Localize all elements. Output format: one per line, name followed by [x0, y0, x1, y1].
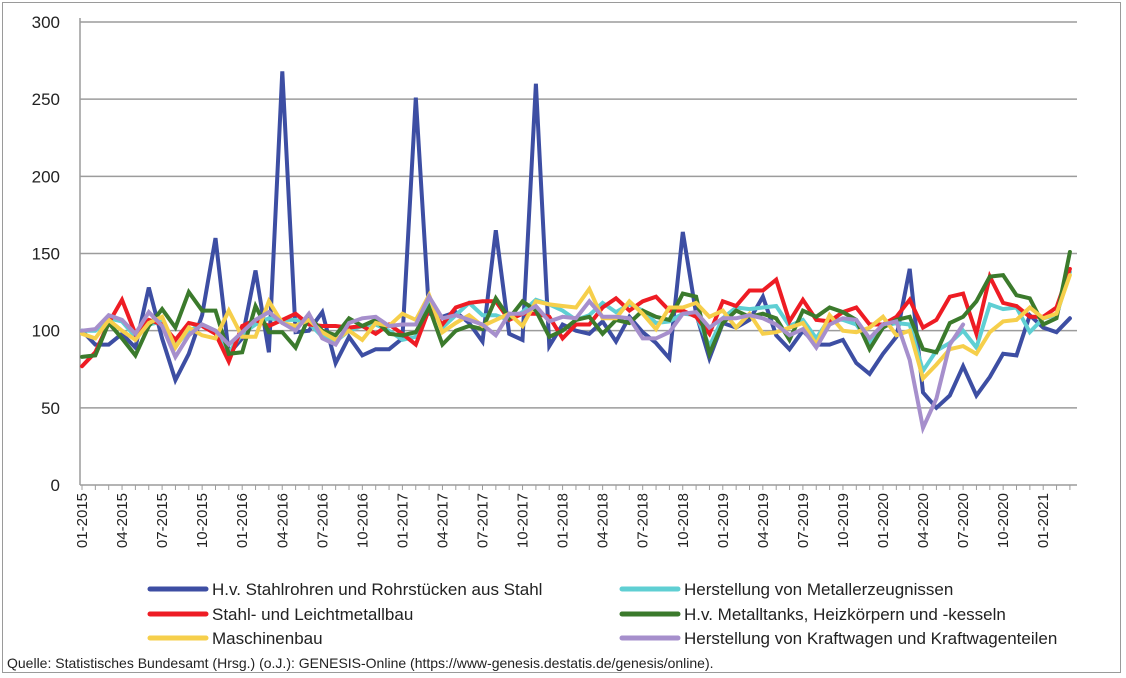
legend: H.v. Stahlrohren und Rohrstücken aus Sta… — [147, 580, 1057, 648]
x-tick-label: 10-2018 — [675, 493, 692, 548]
x-tick-label: 07-2018 — [635, 493, 652, 548]
legend-label-3: H.v. Metalltanks, Heizkörpern und -kesse… — [684, 605, 1006, 624]
y-axis-ticks: 0 50 100 150 200 250 300 — [32, 13, 60, 495]
x-tick-label: 01-2021 — [1035, 493, 1052, 548]
legend-label-0: H.v. Stahlrohren und Rohrstücken aus Sta… — [212, 580, 542, 599]
x-tick-label: 10-2017 — [515, 493, 532, 548]
x-tick-label: 01-2019 — [715, 493, 732, 548]
x-tick-label: 01-2018 — [555, 493, 572, 548]
x-tick-label: 07-2015 — [154, 493, 171, 548]
series-line-2 — [80, 266, 1072, 369]
x-tick-label: 04-2020 — [915, 493, 932, 548]
legend-label-5: Herstellung von Kraftwagen und Kraftwage… — [684, 629, 1057, 648]
series-line-0 — [80, 71, 1072, 411]
x-tick-label: 10-2015 — [194, 493, 211, 548]
x-tick-label: 04-2015 — [114, 493, 131, 548]
x-tick-label: 10-2019 — [835, 493, 852, 548]
x-tick-label: 04-2017 — [434, 493, 451, 548]
series-lines — [80, 71, 1072, 435]
x-tick-label: 01-2015 — [74, 493, 91, 548]
series-line-5 — [80, 292, 966, 435]
x-tick-label: 07-2020 — [955, 493, 972, 548]
series-line-4 — [80, 273, 1072, 383]
x-tick-label: 07-2019 — [795, 493, 812, 548]
x-tick-label: 01-2017 — [394, 493, 411, 548]
x-tick-label: 01-2020 — [875, 493, 892, 548]
legend-label-1: Herstellung von Metallerzeugnissen — [684, 580, 953, 599]
source-note: Quelle: Statistisches Bundesamt (Hrsg.) … — [7, 655, 714, 671]
legend-label-2: Stahl- und Leichtmetallbau — [212, 605, 413, 624]
x-tick-label: 07-2017 — [475, 493, 492, 548]
x-tick-label: 04-2016 — [274, 493, 291, 548]
y-tick-label: 250 — [32, 90, 60, 109]
y-tick-label: 300 — [32, 13, 60, 32]
y-tick-label: 50 — [41, 399, 60, 418]
x-tick-label: 10-2020 — [995, 493, 1012, 548]
x-tick-label: 10-2016 — [354, 493, 371, 548]
y-tick-label: 150 — [32, 245, 60, 264]
y-tick-label: 0 — [51, 476, 60, 495]
x-tick-label: 04-2018 — [595, 493, 612, 548]
x-tick-label: 04-2019 — [755, 493, 772, 548]
legend-label-4: Maschinenbau — [212, 629, 323, 648]
y-tick-label: 100 — [32, 322, 60, 341]
x-axis: 01-2015 04-2015 07-2015 10-2015 01-2016 04-20… — [74, 18, 1077, 548]
x-tick-label: 01-2016 — [234, 493, 251, 548]
x-tick-label: 07-2016 — [314, 493, 331, 548]
y-tick-label: 200 — [32, 167, 60, 186]
